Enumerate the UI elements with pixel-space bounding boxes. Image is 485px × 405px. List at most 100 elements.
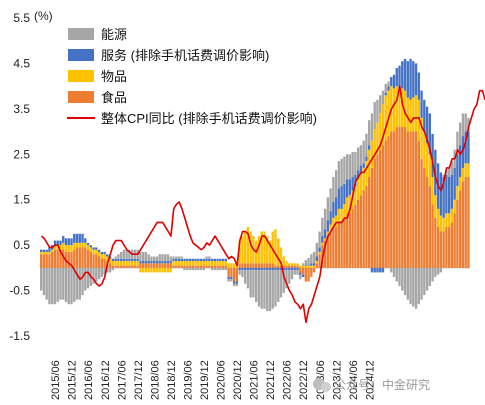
bar-segment [266,270,269,312]
bar-segment [345,179,349,198]
bar-segment [188,261,192,266]
bar-segment [183,261,186,266]
bar-segment [235,267,239,282]
bar-segment [334,215,338,227]
bar-segment [238,270,241,275]
wechat-icon [313,378,331,392]
bar-segment [293,267,296,271]
bar-segment [323,208,327,230]
bar-segment [252,267,255,271]
y-tick-label: 5.5 [13,11,30,25]
x-tick-label: 2022/06 [282,360,294,400]
bar-segment [241,263,244,268]
bar-segment [53,245,57,250]
bar-segment [406,267,409,300]
bar-segment [370,267,374,273]
bar-segment [420,117,423,159]
bar-segment [64,245,68,252]
bar-segment [139,261,142,264]
bar-segment [199,267,203,271]
bar-segment [150,263,153,268]
x-tick-label: 2018/06 [149,360,161,400]
bar-segment [158,267,161,273]
y-tick-label: -1.5 [9,329,30,343]
bar-segment [384,140,387,268]
bar-segment [409,267,412,305]
bar-segment [354,204,357,268]
bar-segment [86,267,90,289]
bar-segment [464,131,467,164]
bar-segment [224,261,228,266]
bar-segment [348,154,352,180]
bar-segment [78,242,81,248]
bar-segment [403,90,407,128]
bar-segment [271,270,274,309]
bar-segment [384,83,387,93]
bar-segment [56,245,59,250]
bar-segment [59,240,62,246]
bar-segment [205,258,208,262]
bar-segment [141,263,145,268]
bar-segment [274,265,277,268]
bar-segment [409,131,412,268]
bar-segment [216,261,219,266]
bar-segment [288,263,291,266]
bar-segment [45,267,48,300]
bar-segment [144,263,148,268]
bar-segment [97,251,101,257]
bar-segment [150,267,153,273]
bar-segment [387,86,390,91]
bar-segment [420,90,423,118]
bar-segment [384,92,387,96]
bar-segment [414,63,418,96]
bar-segment [177,265,181,268]
bar-segment [235,281,239,284]
bar-segment [183,258,186,262]
bar-segment [243,267,247,271]
bar-segment [467,131,470,164]
bar-segment [282,265,285,268]
bar-segment [106,267,109,273]
bar-segment [277,267,280,271]
bar-segment [221,267,225,271]
bar-segment [431,204,434,268]
bar-segment [103,258,106,268]
bar-segment [227,276,230,280]
bar-segment [216,267,219,271]
bar-segment [323,229,327,239]
bar-segment [249,267,252,271]
bar-segment [210,261,214,266]
bar-segment [219,267,222,271]
bar-segment [277,270,280,302]
bar-segment [194,261,197,266]
bar-segment [329,231,332,268]
legend-label: 服务 (排除手机话费调价影响) [101,48,269,63]
bar-segment [125,249,128,259]
bar-segment [75,233,79,243]
bar-segment [241,270,244,277]
bar-segment [128,249,131,259]
bar-segment [153,267,156,273]
bar-segment [263,263,266,268]
x-tick-label: 2015/12 [67,360,79,400]
bar-segment [48,251,51,255]
bar-segment [354,186,357,205]
bar-segment [186,265,189,268]
bar-segment [456,131,459,155]
bar-segment [106,256,109,262]
bar-segment [122,249,126,259]
bar-segment [144,261,148,264]
bar-segment [279,270,283,298]
y-tick-label: 0.5 [13,238,30,252]
bar-segment [230,267,233,277]
bar-segment [125,261,128,266]
bar-segment [40,249,43,252]
bar-segment [213,258,217,262]
bar-segment [431,177,434,205]
bar-segment [271,263,274,268]
legend-item: 能源 [68,27,127,42]
bar-segment [175,261,178,266]
x-tick-label: 2019/06 [182,360,194,400]
bar-segment [210,267,214,271]
bar-segment [326,236,330,268]
